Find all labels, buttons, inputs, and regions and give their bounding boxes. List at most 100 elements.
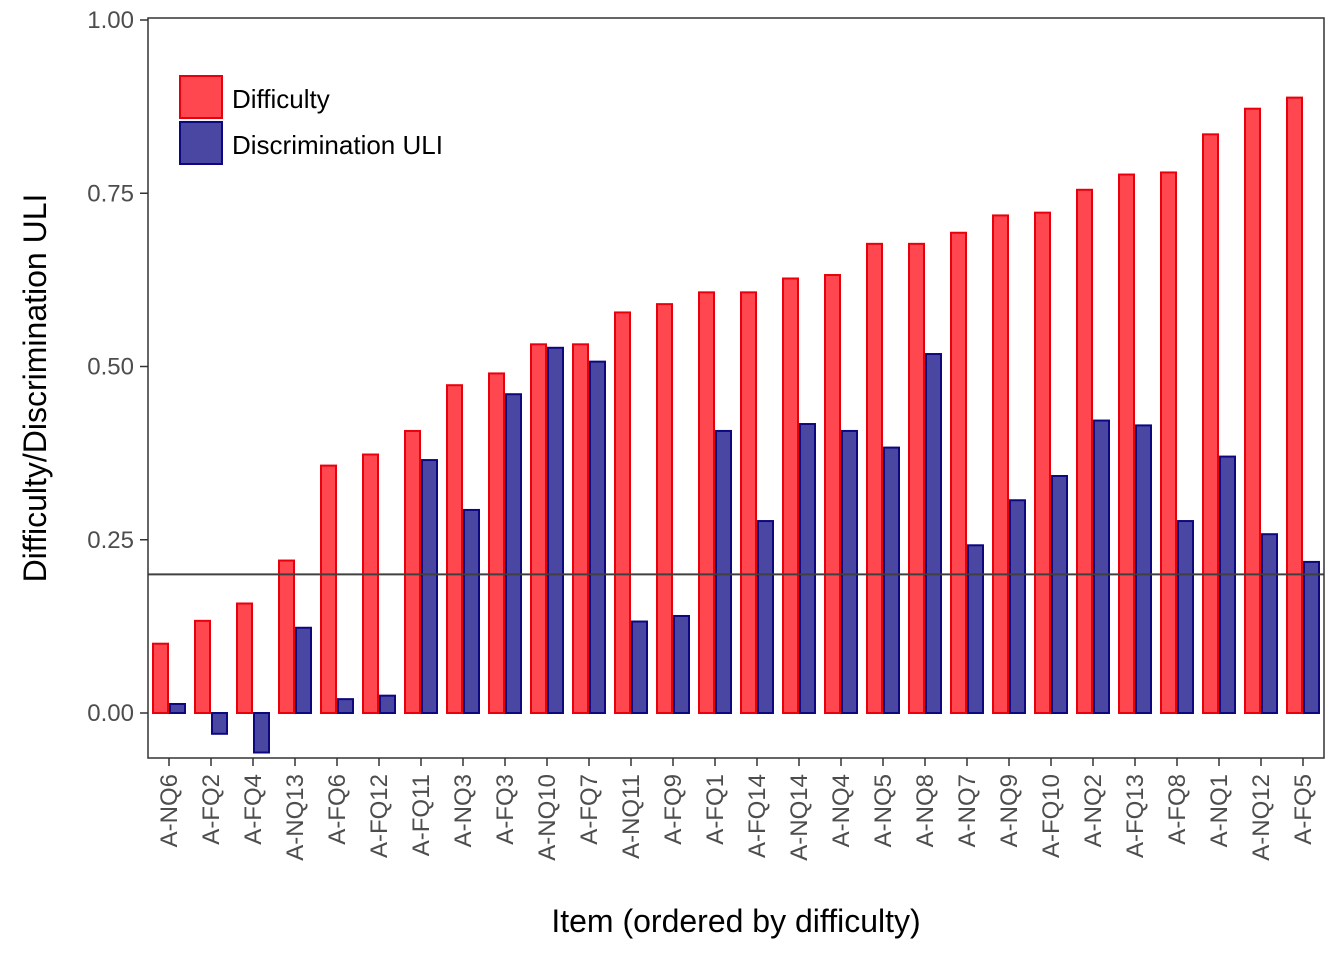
bar-difficulty-a-nq7 <box>950 231 967 714</box>
y-tick-label: 0.50 <box>87 354 134 381</box>
bar-discrimination-uli-a-fq12 <box>379 694 396 714</box>
bar-difficulty-a-fq11 <box>404 429 421 714</box>
x-tick-label: A-FQ3 <box>492 774 519 845</box>
bar-difficulty-a-fq3 <box>488 372 505 714</box>
bar-discrimination-uli-a-nq5 <box>883 446 900 714</box>
x-tick-label: A-NQ5 <box>870 774 897 847</box>
bar-difficulty-a-fq9 <box>656 303 673 714</box>
x-tick-label: A-NQ6 <box>156 774 183 847</box>
bar-discrimination-uli-a-nq11 <box>631 620 648 714</box>
bar-discrimination-uli-a-nq9 <box>1009 499 1026 714</box>
x-tick-label: A-NQ12 <box>1248 774 1275 861</box>
x-tick-label: A-NQ7 <box>954 774 981 847</box>
bar-difficulty-a-nq1 <box>1202 133 1219 715</box>
x-tick-label: A-FQ9 <box>660 774 687 845</box>
bar-discrimination-uli-a-nq13 <box>295 626 312 714</box>
x-tick-label: A-NQ1 <box>1206 774 1233 847</box>
bar-difficulty-a-fq8 <box>1160 171 1177 714</box>
bar-discrimination-uli-a-nq10 <box>547 346 564 714</box>
x-tick-label: A-NQ4 <box>828 774 855 847</box>
bar-difficulty-a-nq2 <box>1076 188 1093 715</box>
legend-label-discrimination-uli: Discrimination ULI <box>232 130 443 160</box>
bar-difficulty-a-nq3 <box>446 384 463 714</box>
x-tick-label: A-FQ1 <box>702 774 729 845</box>
x-tick-label: A-NQ10 <box>534 774 561 861</box>
bar-discrimination-uli-a-nq6 <box>169 702 186 715</box>
x-tick-label: A-NQ8 <box>912 774 939 847</box>
x-tick-label: A-FQ4 <box>240 774 267 845</box>
x-tick-label: A-NQ13 <box>282 774 309 861</box>
bar-discrimination-uli-a-fq1 <box>715 429 732 714</box>
bar-discrimination-uli-a-nq14 <box>799 423 816 714</box>
bar-difficulty-a-fq14 <box>740 291 757 714</box>
bars <box>152 96 1320 754</box>
y-tick-label: 0.00 <box>87 700 134 727</box>
x-axis: A-NQ6 A-FQ2 A-FQ4 A-NQ13 A-FQ6 A-FQ12 A-FQ11 A-… <box>156 758 1317 861</box>
legend-label-difficulty: Difficulty <box>232 84 330 114</box>
bar-discrimination-uli-a-fq5 <box>1303 560 1320 715</box>
bar-difficulty-a-nq9 <box>992 214 1009 714</box>
y-axis-title: Difficulty/Discrimination ULI <box>17 194 53 583</box>
bar-difficulty-a-fq12 <box>362 453 379 714</box>
x-tick-label: A-NQ3 <box>450 774 477 847</box>
bar-difficulty-a-fq5 <box>1286 96 1303 714</box>
bar-discrimination-uli-a-nq3 <box>463 508 480 714</box>
bar-difficulty-a-fq7 <box>572 343 589 714</box>
bar-difficulty-a-nq8 <box>908 242 925 715</box>
x-tick-label: A-FQ11 <box>408 774 435 856</box>
x-tick-label: A-FQ14 <box>744 774 771 858</box>
bar-difficulty-a-nq10 <box>530 343 547 714</box>
bar-difficulty-a-fq10 <box>1034 211 1051 715</box>
bar-difficulty-a-nq4 <box>824 274 841 714</box>
bar-difficulty-a-nq12 <box>1244 107 1261 715</box>
legend-key-difficulty <box>179 75 223 119</box>
y-tick-label: 1.00 <box>87 7 134 34</box>
bar-difficulty-a-fq2 <box>194 619 211 714</box>
bar-difficulty-a-fq13 <box>1118 173 1135 714</box>
x-tick-label: A-FQ6 <box>324 774 351 845</box>
bar-discrimination-uli-a-nq8 <box>925 353 942 714</box>
bar-discrimination-uli-a-fq13 <box>1135 424 1152 714</box>
y-tick-label: 0.25 <box>87 527 134 554</box>
x-tick-label: A-NQ14 <box>786 774 813 861</box>
bar-difficulty-a-nq5 <box>866 242 883 715</box>
y-axis: 0.00 0.25 0.50 0.75 1.00 <box>87 7 148 727</box>
bar-discrimination-uli-a-fq9 <box>673 614 690 714</box>
bar-discrimination-uli-a-nq1 <box>1219 455 1236 714</box>
x-tick-label: A-FQ13 <box>1122 774 1149 858</box>
bar-discrimination-uli-a-fq10 <box>1051 474 1068 714</box>
bar-discrimination-uli-a-fq2 <box>211 712 228 735</box>
bar-difficulty-a-nq6 <box>152 642 169 715</box>
bar-discrimination-uli-a-nq4 <box>841 429 858 714</box>
plot-panel-border <box>147 17 1325 759</box>
legend: Difficulty Discrimination ULI <box>179 75 443 165</box>
x-axis-title: Item (ordered by difficulty) <box>551 903 920 939</box>
x-tick-label: A-NQ9 <box>996 774 1023 847</box>
bar-difficulty-a-nq13 <box>278 559 295 714</box>
bar-discrimination-uli-a-fq8 <box>1177 520 1194 714</box>
bar-discrimination-uli-a-fq7 <box>589 360 606 714</box>
bar-difficulty-a-nq11 <box>614 311 631 714</box>
bar-difficulty-a-fq1 <box>698 291 715 714</box>
bar-discrimination-uli-a-fq11 <box>421 459 438 714</box>
y-tick-label: 0.75 <box>87 180 134 207</box>
x-tick-label: A-FQ5 <box>1290 774 1317 845</box>
x-tick-label: A-FQ8 <box>1164 774 1191 845</box>
x-tick-label: A-NQ11 <box>618 774 645 859</box>
x-tick-label: A-FQ10 <box>1038 774 1065 858</box>
bar-difficulty-a-nq14 <box>782 277 799 714</box>
bar-difficulty-a-fq6 <box>320 464 337 714</box>
legend-key-discrimination-uli <box>179 121 223 165</box>
x-tick-label: A-FQ2 <box>198 774 225 845</box>
bar-discrimination-uli-a-nq2 <box>1093 419 1110 714</box>
x-tick-label: A-FQ7 <box>576 774 603 845</box>
bar-discrimination-uli-a-nq12 <box>1261 533 1278 714</box>
x-tick-label: A-NQ2 <box>1080 774 1107 847</box>
bar-discrimination-uli-a-fq4 <box>253 712 270 754</box>
bar-discrimination-uli-a-fq14 <box>757 520 774 714</box>
bar-discrimination-uli-a-fq6 <box>337 698 354 715</box>
bar-discrimination-uli-a-nq7 <box>967 544 984 714</box>
x-tick-label: A-FQ12 <box>366 774 393 858</box>
bar-discrimination-uli-a-fq3 <box>505 393 522 714</box>
